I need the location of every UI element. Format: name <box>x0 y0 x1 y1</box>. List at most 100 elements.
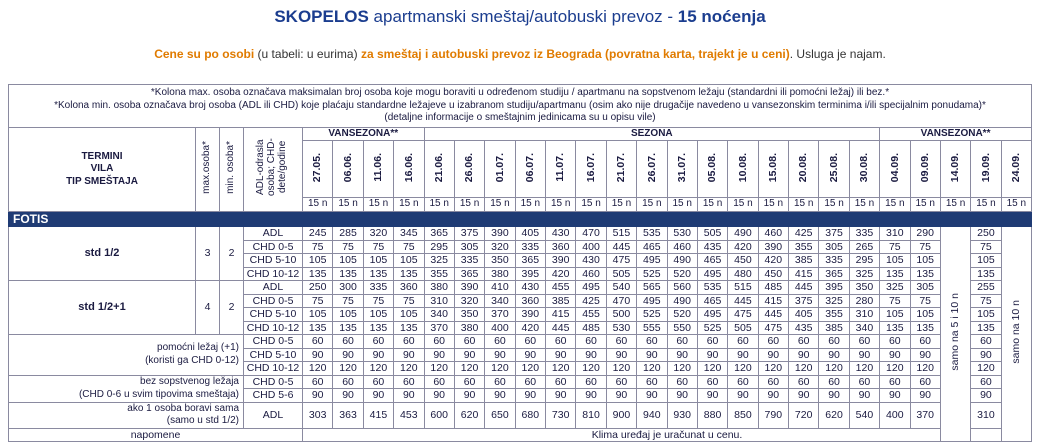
price-cell: 450 <box>727 253 759 268</box>
price-cell: 325 <box>818 293 850 308</box>
date-header: 25.08. <box>818 140 850 198</box>
date-header: 11.07. <box>544 140 577 198</box>
price-cell: 325 <box>879 280 911 295</box>
price-cell: 90 <box>909 388 941 403</box>
price-cell: 90 <box>301 388 334 403</box>
date-header: 06.06. <box>332 140 364 198</box>
price-cell: 120 <box>970 361 1002 376</box>
price-cell: 363 <box>332 401 364 429</box>
price-cell: 460 <box>575 266 607 281</box>
nights-cell: 15 n <box>423 197 455 212</box>
price-cell: 295 <box>423 239 455 254</box>
price-cell: 60 <box>544 334 577 349</box>
price-cell: 505 <box>727 320 759 335</box>
price-cell: 60 <box>727 334 759 349</box>
category-cell: CHD 5-10 <box>243 253 303 268</box>
table-row: std 1/2+1 4 2 ADL 250 300 335 360 380 390 410 430 45… <box>8 280 1032 335</box>
price-cell: 90 <box>848 388 881 403</box>
price-cell: 500 <box>605 307 638 322</box>
price-cell: 415 <box>787 266 820 281</box>
pomocni-label: pomoćni ležaj (+1) (koristi ga CHD 0-12) <box>8 334 244 376</box>
price-cell: 60 <box>818 374 850 389</box>
table-row: CHD 10-12 135 135 135 135 355 365 380 395 420 460 5… <box>9 266 1032 281</box>
price-cell: 60 <box>879 374 911 389</box>
price-cell: 60 <box>636 374 668 389</box>
price-cell: 75 <box>909 239 941 254</box>
price-cell: 880 <box>696 401 729 429</box>
price-cell: 135 <box>332 320 364 335</box>
price-cell: 60 <box>696 374 729 389</box>
price-cell: 305 <box>453 239 486 254</box>
table-row: pomoćni ležaj (+1) (koristi ga CHD 0-12) C… <box>8 334 1032 376</box>
date-header: 05.08. <box>696 140 729 198</box>
price-cell: 495 <box>636 253 668 268</box>
date-header: 26.06. <box>453 140 486 198</box>
price-cell: 365 <box>818 266 850 281</box>
price-cell: 380 <box>453 320 486 335</box>
price-cell: 445 <box>605 239 638 254</box>
min-persons: 2 <box>219 280 244 335</box>
price-cell: 515 <box>727 280 759 295</box>
price-cell: 90 <box>879 347 911 362</box>
table-row: CHD 5-10 105 105 105 105 340 350 370 390 415 455 50… <box>9 307 1032 322</box>
price-cell: 90 <box>605 388 638 403</box>
price-cell: 250 <box>970 226 1002 241</box>
price-cell: 60 <box>605 334 638 349</box>
price-cell: 135 <box>393 320 425 335</box>
price-cell: 90 <box>575 388 607 403</box>
date-header: 04.09. <box>879 140 911 198</box>
price-cell: 90 <box>393 347 425 362</box>
price-cell: 135 <box>879 320 911 335</box>
price-cell: 75 <box>332 293 364 308</box>
price-cell: 90 <box>666 347 698 362</box>
price-cell: 335 <box>514 239 547 254</box>
price-cell: 90 <box>757 388 790 403</box>
date-header: 20.08. <box>787 140 820 198</box>
price-cell: 135 <box>909 320 941 335</box>
price-cell: 450 <box>757 266 790 281</box>
price-cell: 370 <box>484 307 516 322</box>
price-cell: 355 <box>787 239 820 254</box>
price-cell: 60 <box>484 374 516 389</box>
price-cell: 60 <box>879 334 911 349</box>
price-cell: 120 <box>301 361 334 376</box>
price-cell: 345 <box>393 226 425 241</box>
price-cell: 120 <box>393 361 425 376</box>
price-cell: 310 <box>423 293 455 308</box>
price-cell: 90 <box>636 347 668 362</box>
price-cell: 105 <box>879 253 911 268</box>
price-cell: 650 <box>484 401 516 429</box>
price-cell: 90 <box>666 388 698 403</box>
price-cell: 60 <box>423 334 455 349</box>
price-cell: 105 <box>393 307 425 322</box>
price-cell: 295 <box>848 253 881 268</box>
price-cell: 90 <box>514 388 547 403</box>
price-cell: 930 <box>666 401 698 429</box>
date-header: 01.07. <box>484 140 516 198</box>
price-cell: 75 <box>393 293 425 308</box>
price-cell: 60 <box>970 374 1002 389</box>
price-cell: 720 <box>787 401 820 429</box>
price-cell: 390 <box>453 280 486 295</box>
price-cell: 90 <box>909 347 941 362</box>
price-cell: 565 <box>636 280 668 295</box>
price-cell: 495 <box>696 266 729 281</box>
nights-cell: 15 n <box>666 197 698 212</box>
price-cell: 320 <box>484 239 516 254</box>
price-cell: 60 <box>544 374 577 389</box>
price-cell: 350 <box>484 253 516 268</box>
date-header: 19.09. <box>970 140 1002 198</box>
table-row: CHD 0-5 75 75 75 75 310 320 340 360 385 425 470 495 4… <box>9 293 1032 308</box>
price-cell: 400 <box>575 239 607 254</box>
price-cell: 60 <box>787 374 820 389</box>
price-cell: 520 <box>666 307 698 322</box>
price-cell: 310 <box>879 226 911 241</box>
price-cell: 90 <box>970 347 1002 362</box>
price-cell: 75 <box>879 239 911 254</box>
price-cell: 60 <box>757 374 790 389</box>
max-persons: 4 <box>195 280 220 335</box>
price-cell: 75 <box>362 293 395 308</box>
nights-cell: 15 n <box>939 197 972 212</box>
price-cell: 490 <box>666 253 698 268</box>
price-cell: 60 <box>666 334 698 349</box>
